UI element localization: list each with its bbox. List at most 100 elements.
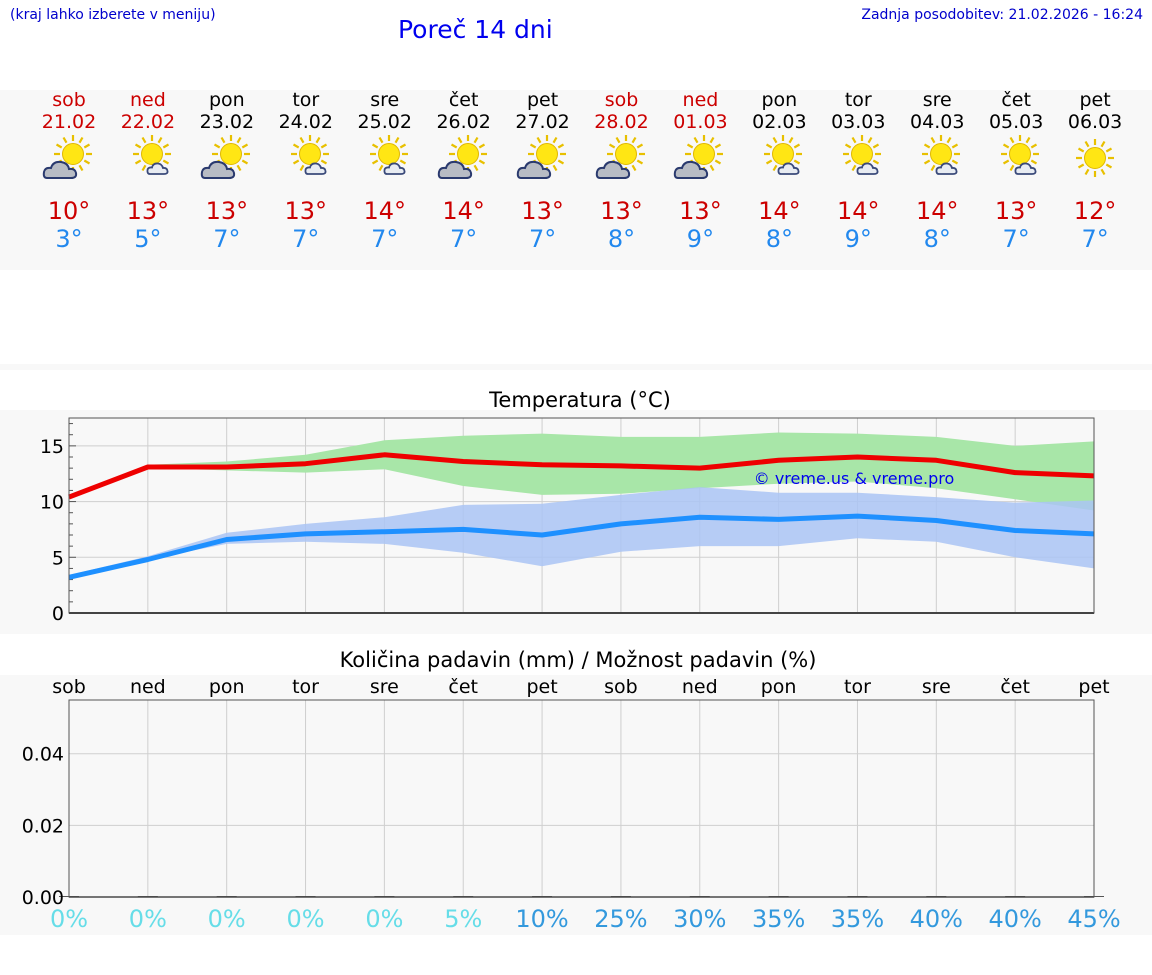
sun-cloud-icon [436, 134, 492, 184]
min-temperature: 7° [1002, 225, 1030, 253]
sun-cloud-icon [515, 134, 571, 184]
day-name: sob [52, 89, 86, 111]
sun-small-cloud-icon [357, 134, 413, 184]
max-temperature: 13° [284, 197, 328, 225]
y-tick-label: 0.04 [22, 744, 64, 766]
precipitation-chance: 35% [831, 905, 884, 933]
day-date: 28.02 [594, 111, 649, 133]
max-temperature: 13° [679, 197, 722, 225]
day-label: sob [52, 676, 86, 698]
y-tick-label: 0 [52, 603, 64, 625]
y-tick-label: 5 [52, 547, 64, 569]
location-menu-hint[interactable]: (kraj lahko izberete v meniju) [10, 7, 216, 23]
min-temperature: 5° [134, 225, 162, 253]
max-temperature: 13° [521, 197, 564, 225]
day-label: sre [370, 676, 399, 698]
max-temperature: 13° [126, 197, 170, 225]
max-range-band [69, 432, 1094, 511]
precipitation-chance: 10% [515, 905, 568, 933]
day-label: pet [1078, 676, 1109, 698]
day-label: pon [209, 676, 245, 698]
day-label: tor [292, 676, 319, 698]
min-temperature: 7° [213, 225, 241, 253]
precipitation-chance: 40% [910, 905, 963, 933]
plot-frame [68, 699, 1095, 898]
day-label: ned [130, 676, 166, 698]
max-temperature: 14° [363, 197, 406, 225]
forecast-strip [0, 90, 1152, 270]
day-label: sre [922, 676, 951, 698]
precipitation-chance: 35% [752, 905, 805, 933]
day-name: pon [761, 89, 798, 111]
min-temperature: 7° [1081, 225, 1109, 253]
sun-cloud-icon [594, 134, 650, 184]
day-date: 03.03 [831, 111, 886, 133]
day-label: čet [1000, 676, 1030, 698]
min-temperature: 8° [923, 225, 951, 253]
precipitation-chart: sob ned pon tor sre čet pet sob ned pon tor sre čet p… [22, 676, 1121, 933]
day-label: sob [604, 676, 638, 698]
sun-cloud-icon [672, 134, 728, 184]
min-temperature: 3° [55, 225, 83, 253]
plot-frame [68, 417, 1095, 614]
sun-icon [1067, 134, 1123, 184]
day-name: tor [292, 89, 320, 111]
day-name: pet [1079, 89, 1111, 111]
day-name: sre [370, 89, 400, 111]
y-tick-label: 15 [40, 436, 64, 458]
day-date: 23.02 [199, 111, 255, 133]
day-date: 21.02 [41, 111, 97, 133]
day-date: 26.02 [436, 111, 491, 133]
precipitation-chance: 25% [594, 905, 647, 933]
page-title: Poreč 14 dni [398, 15, 553, 44]
min-temperature: 8° [765, 225, 793, 253]
precipitation-chance: 30% [673, 905, 726, 933]
y-tick-label: 0.02 [22, 815, 64, 837]
min-temperature: 9° [686, 225, 715, 253]
sun-small-cloud-icon [988, 134, 1044, 184]
day-label: čet [448, 676, 478, 698]
precipitation-chance: 5% [444, 905, 482, 933]
precipitation-chance: 45% [1067, 905, 1120, 933]
day-date: 01.03 [673, 111, 728, 133]
max-temperature: 14° [915, 197, 959, 225]
day-name: tor [844, 89, 872, 111]
max-temperature: 10° [47, 197, 91, 225]
day-name: ned [682, 89, 719, 111]
day-date: 02.03 [752, 111, 807, 133]
day-date: 22.02 [120, 111, 176, 133]
min-temperature-line [68, 513, 1095, 580]
day-name: sre [922, 89, 952, 111]
day-name: čet [448, 89, 479, 111]
day-name: čet [1001, 89, 1031, 111]
temperature-chart: 0 5 10 15 © vreme.us & vreme.pro [40, 417, 1095, 625]
max-temperature: 14° [758, 197, 801, 225]
plot-area [69, 700, 1094, 897]
precipitation-chance: 0% [286, 905, 324, 933]
day-date: 25.02 [357, 111, 412, 133]
day-date: 27.02 [515, 111, 570, 133]
sun-small-cloud-icon [751, 134, 807, 184]
max-temperature: 13° [600, 197, 643, 225]
precipitation-chance: 0% [365, 905, 403, 933]
max-temperature: 13° [994, 197, 1038, 225]
min-temperature: 7° [528, 225, 557, 253]
day-name: pet [526, 89, 559, 111]
separator-band [0, 364, 1152, 370]
last-update: Zadnja posodobitev: 21.02.2026 - 16:24 [861, 7, 1143, 23]
precipitation-chance: 0% [129, 905, 167, 933]
sun-small-cloud-icon [120, 134, 176, 184]
sun-cloud-icon [199, 134, 255, 184]
min-temperature: 7° [371, 225, 399, 253]
max-temperature: 12° [1073, 197, 1117, 225]
y-tick-label: 10 [40, 492, 64, 514]
day-date: 05.03 [988, 111, 1044, 133]
day-name: sob [604, 89, 639, 111]
day-date: 06.03 [1067, 111, 1123, 133]
precipitation-chance: 40% [988, 905, 1041, 933]
watermark: © vreme.us & vreme.pro [754, 469, 955, 488]
sun-small-cloud-icon [278, 134, 334, 184]
temperature-chart-title: Temperatura (°C) [489, 388, 671, 412]
precipitation-chance: 0% [50, 905, 88, 933]
day-date: 04.03 [910, 111, 965, 133]
